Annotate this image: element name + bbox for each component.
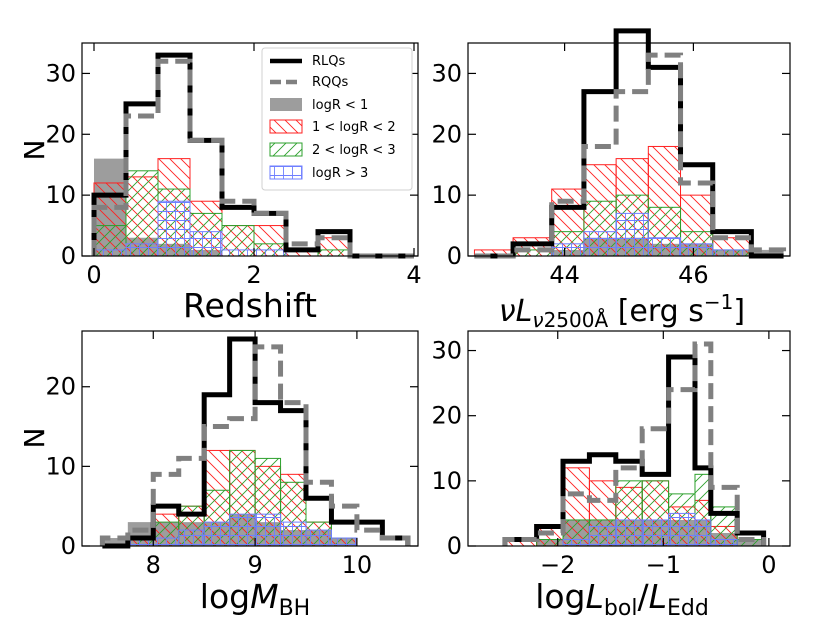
legend: RLQs RQQs logR < 1 1 < logR < 2 2 < logR…	[261, 47, 413, 191]
legend-label-logr-lt-1: logR < 1	[312, 98, 368, 113]
legend-entry-logr-lt-1: logR < 1	[270, 98, 368, 113]
legend-entry-logr-1-2: 1 < logR < 2	[269, 119, 396, 135]
bar-2-lt-logr-lt-3-1	[536, 538, 564, 547]
xtick-label-2: 10	[342, 551, 373, 579]
series-logr-gt-3	[93, 200, 287, 257]
bar-logr-gt-3-6	[680, 243, 714, 257]
xtick-label-0: 8	[146, 551, 161, 579]
bar-logr-gt-3-5	[647, 237, 682, 257]
ytick-label-0: 0	[61, 242, 76, 270]
bar-logr-gt-3-2	[562, 538, 590, 547]
panel-bh-mass: 8 9 10 0 10 20 N logMBH	[18, 330, 419, 621]
bar-logr-gt-3-4	[203, 521, 231, 547]
series-logr-gt-3	[127, 513, 358, 547]
ytick-label-3: 30	[431, 337, 462, 365]
ylabel-bh-mass: N	[18, 428, 51, 449]
series-logr-gt-3	[562, 512, 738, 547]
ytick-label-0: 0	[447, 532, 462, 560]
ytick-label-2: 20	[431, 120, 462, 148]
bar-logr-gt-3-3	[583, 231, 617, 257]
bar-logr-gt-3-8	[305, 529, 332, 547]
bar-logr-gt-3-5	[229, 513, 256, 547]
xlabel-bh-mass: logMBH	[200, 577, 310, 621]
bar-2-lt-logr-lt-3-7	[317, 249, 351, 257]
bar-logr-lt-1-8	[751, 249, 784, 256]
xtick-label-2: 4	[406, 261, 421, 289]
xlabel-redshift: Redshift	[183, 286, 317, 325]
ylabel-redshift: N	[18, 140, 51, 161]
ytick-label-1: 10	[431, 467, 462, 495]
legend-label-logr-1-2: 1 < logR < 2	[312, 120, 396, 135]
bar-logr-gt-3-0	[93, 249, 127, 257]
ytick-label-2: 20	[45, 120, 76, 148]
series-rqqs-outline	[474, 52, 787, 259]
bar-logr-gt-3-2	[152, 537, 180, 547]
panel-eddington-ratio: −2 −1 0 0 10 20 30 logLbol/LEdd	[431, 330, 791, 621]
bar-logr-gt-3-3	[178, 529, 205, 547]
legend-entry-logr-2-3: 2 < logR < 3	[269, 142, 396, 158]
bar-2-lt-logr-lt-3-1	[125, 170, 159, 257]
series-rqqs-outline	[99, 344, 411, 546]
legend-label-logr-2-3: 2 < logR < 3	[312, 143, 396, 158]
bar-logr-gt-3-8	[710, 538, 738, 547]
ytick-label-0: 0	[61, 532, 76, 560]
legend-label-rqqs: RQQs	[312, 75, 348, 90]
bar-logr-gt-3-7	[280, 521, 307, 547]
series-rqqs-outline	[502, 341, 767, 546]
bar-logr-gt-3-6	[668, 512, 696, 547]
series-rlqs-outline	[474, 28, 784, 259]
bar-logr-gt-3-5	[253, 249, 287, 257]
bar-logr-gt-3-9	[330, 537, 358, 547]
bar-logr-gt-3-4	[221, 249, 255, 257]
series-rqqs-outline	[91, 58, 414, 259]
xtick-label-1: −1	[646, 551, 681, 579]
bar-logr-gt-3-7	[694, 519, 712, 547]
bar-logr-gt-3-6	[254, 513, 282, 547]
legend-entry-logr-gt-3: logR > 3	[269, 165, 368, 181]
xlabel-luminosity: νLν2500Å [erg s−1]	[499, 290, 745, 332]
xtick-label-0: −2	[540, 551, 575, 579]
xtick-label-0: 0	[86, 261, 101, 289]
bar-logr-gt-3-5	[641, 519, 670, 547]
xlabel-eddington-ratio: logLbol/LEdd	[535, 577, 709, 621]
ytick-label-3: 30	[431, 59, 462, 87]
xtick-label-1: 9	[247, 551, 262, 579]
legend-label-rlqs: RLQs	[312, 54, 346, 69]
bar-logr-gt-3-2	[551, 243, 585, 257]
ytick-label-2: 20	[45, 373, 76, 401]
ytick-label-3: 30	[45, 59, 76, 87]
xtick-label-1: 46	[678, 261, 709, 289]
bar-logr-gt-3-2	[157, 200, 191, 257]
ytick-label-1: 10	[45, 452, 76, 480]
series-rlqs-outline	[91, 52, 414, 259]
bar-logr-gt-3-3	[588, 525, 617, 547]
bar-logr-gt-3-3	[189, 231, 223, 257]
legend-entry-rlqs: RLQs	[270, 54, 346, 69]
xtick-label-0: 44	[549, 261, 580, 289]
xtick-label-1: 2	[246, 261, 261, 289]
legend-entry-rqqs: RQQs	[270, 75, 348, 90]
bar-logr-lt-1-0	[102, 538, 128, 546]
panel-luminosity: 44 46 0 10 20 30 νLν2500Å [erg s−1]	[431, 28, 791, 332]
ytick-label-1: 10	[45, 181, 76, 209]
bar-logr-gt-3-1	[125, 243, 159, 257]
ytick-label-0: 0	[447, 242, 462, 270]
bar-logr-gt-3-4	[615, 519, 643, 547]
xtick-label-2: 0	[761, 551, 776, 579]
bar-logr-gt-3-7	[712, 249, 752, 257]
bar-logr-gt-3-4	[615, 212, 649, 257]
ytick-label-2: 20	[431, 402, 462, 430]
series-rlqs-outline	[502, 354, 767, 546]
legend-label-logr-gt-3: logR > 3	[312, 166, 368, 181]
ytick-label-1: 10	[431, 181, 462, 209]
panel-redshift: 0 2 4 0 10 20 30 N Redshift RLQs RQQs logR < 1…	[18, 42, 422, 325]
